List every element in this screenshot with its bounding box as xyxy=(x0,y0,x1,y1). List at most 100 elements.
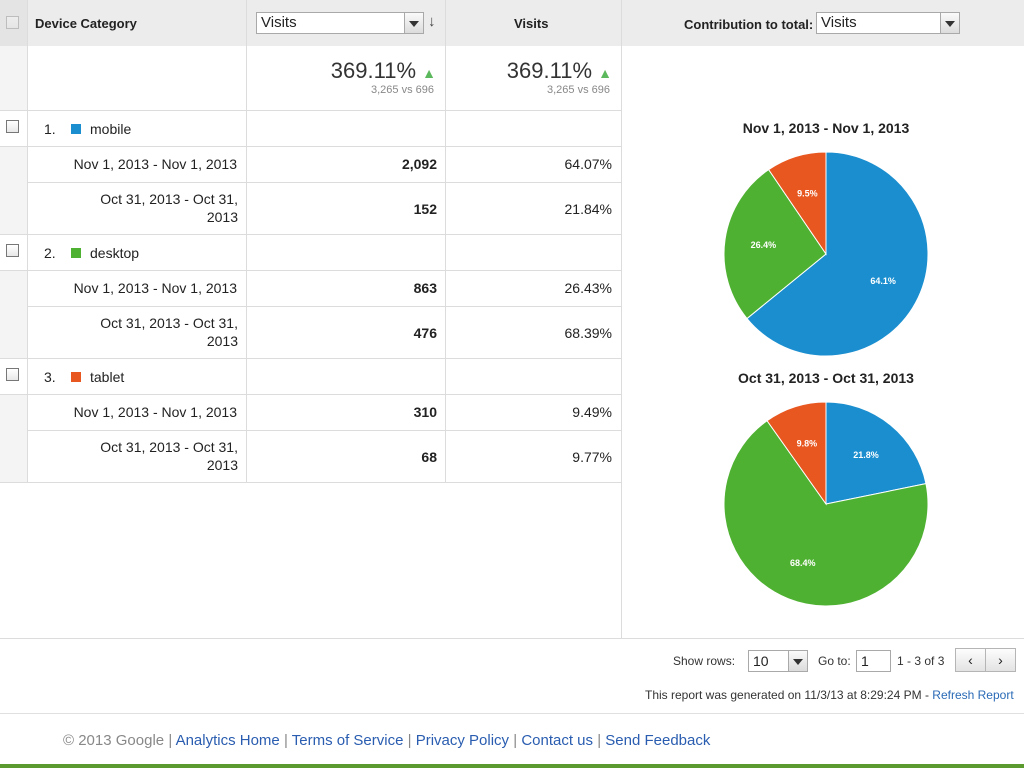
separator: | xyxy=(407,732,412,749)
chevron-down-icon xyxy=(404,13,423,33)
pie-slice-mobile[interactable] xyxy=(825,401,927,505)
analytics-home-link[interactable]: Analytics Home xyxy=(175,732,280,749)
goto-input[interactable]: 1 xyxy=(856,650,891,672)
contribution-metric-value: Visits xyxy=(821,14,857,31)
separator: | xyxy=(168,732,173,749)
row-divider xyxy=(0,482,621,483)
copyright: © 2013 Google xyxy=(63,732,165,749)
grid-line xyxy=(621,0,622,638)
visits-total-change: 369.11% ▲ xyxy=(250,58,436,84)
table-bottom-border xyxy=(0,638,1024,639)
select-all-checkbox[interactable] xyxy=(6,16,19,29)
date-range-line: 2013 xyxy=(206,333,238,349)
show-rows-select[interactable]: 10 xyxy=(748,650,808,672)
sort-arrow-icon[interactable]: ↓ xyxy=(428,13,436,30)
row-divider xyxy=(0,430,621,431)
contribution-value: 9.49% xyxy=(572,404,612,420)
date-range-line: Oct 31, 2013 - Oct 31, xyxy=(100,439,238,455)
category-link-mobile[interactable]: mobile xyxy=(90,121,132,137)
pie-slice-tablet[interactable] xyxy=(767,151,827,256)
date-range-line: 2013 xyxy=(206,209,238,225)
privacy-link[interactable]: Privacy Policy xyxy=(415,732,510,749)
chevron-left-icon: ‹ xyxy=(968,652,973,668)
date-range: Nov 1, 2013 - Nov 1, 2013 xyxy=(73,404,237,420)
category-link-desktop[interactable]: desktop xyxy=(90,245,140,261)
legend-swatch-mobile xyxy=(71,124,81,134)
contribution-value: 26.43% xyxy=(564,280,612,296)
date-range-line: Oct 31, 2013 - Oct 31, xyxy=(100,191,238,207)
subrow-gutter xyxy=(0,395,27,482)
contribution-metric-select[interactable]: Visits xyxy=(816,12,960,34)
pie-slice-mobile[interactable] xyxy=(746,151,929,357)
pie-slice-desktop[interactable] xyxy=(723,168,827,320)
date-range: Oct 31, 2013 - Oct 31, 2013 xyxy=(30,314,238,350)
prev-page-button[interactable]: ‹ xyxy=(955,648,986,672)
row-divider xyxy=(0,306,621,307)
row-divider xyxy=(0,182,621,183)
show-rows-label: Show rows: xyxy=(673,654,736,668)
contact-link[interactable]: Contact us xyxy=(521,732,594,749)
row-number: 1. xyxy=(44,121,56,137)
pie-chart-previous: 21.8% 68.4% 9.8% xyxy=(723,401,929,607)
terms-link[interactable]: Terms of Service xyxy=(291,732,404,749)
contribution-value: 64.07% xyxy=(564,156,612,172)
chevron-down-icon xyxy=(940,13,959,33)
pie-slice-tablet[interactable] xyxy=(766,401,827,506)
contribution-value: 21.84% xyxy=(564,201,612,217)
contribution-total-change: 369.11% ▲ xyxy=(449,58,612,84)
visits-value: 2,092 xyxy=(401,156,437,172)
contribution-value: 9.77% xyxy=(572,449,612,465)
show-rows-value: 10 xyxy=(753,653,769,669)
device-category-header[interactable]: Device Category xyxy=(35,16,137,31)
footer-divider xyxy=(0,713,1024,714)
pie-slice-label: 64.1% xyxy=(870,276,896,286)
visits-value: 476 xyxy=(413,325,437,341)
separator: | xyxy=(513,732,518,749)
footer-links: © 2013 Google | Analytics Home | Terms o… xyxy=(63,732,710,749)
row-number: 3. xyxy=(44,369,56,385)
row-divider xyxy=(0,234,621,235)
visits-column-header[interactable]: Visits xyxy=(514,16,549,31)
up-arrow-icon: ▲ xyxy=(598,65,612,81)
generated-text: This report was generated on 11/3/13 at … xyxy=(645,688,933,702)
row-divider xyxy=(0,270,621,271)
pie-slice-label: 9.5% xyxy=(797,189,818,199)
primary-metric-select[interactable]: Visits xyxy=(256,12,424,34)
subrow-gutter xyxy=(0,147,27,234)
visits-compare: 3,265 vs 696 xyxy=(371,84,434,96)
date-range-line: Oct 31, 2013 - Oct 31, xyxy=(100,315,238,331)
feedback-link[interactable]: Send Feedback xyxy=(605,732,711,749)
category-link-tablet[interactable]: tablet xyxy=(90,369,125,385)
grid-line xyxy=(27,0,28,482)
up-arrow-icon: ▲ xyxy=(422,65,436,81)
row-divider xyxy=(0,358,621,359)
row-checkbox[interactable] xyxy=(6,120,19,133)
contribution-compare: 3,265 vs 696 xyxy=(547,84,610,96)
date-range: Nov 1, 2013 - Nov 1, 2013 xyxy=(73,156,237,172)
pie-slice-label: 68.4% xyxy=(790,558,816,568)
visits-value: 863 xyxy=(413,280,437,296)
grid-line xyxy=(246,0,247,482)
row-divider xyxy=(0,394,621,395)
visits-change-value: 369.11% xyxy=(330,58,417,83)
refresh-report-link[interactable]: Refresh Report xyxy=(932,688,1014,702)
bottom-accent-bar xyxy=(0,764,1024,768)
header-checkbox-col xyxy=(0,0,27,46)
chevron-down-icon xyxy=(788,651,807,671)
pie-slice-label: 26.4% xyxy=(751,240,777,250)
row-checkbox[interactable] xyxy=(6,244,19,257)
pie-chart-title: Nov 1, 2013 - Nov 1, 2013 xyxy=(742,120,910,136)
contribution-label: Contribution to total: xyxy=(684,17,814,32)
pie-slice-desktop[interactable] xyxy=(723,420,929,607)
date-range: Nov 1, 2013 - Nov 1, 2013 xyxy=(73,280,237,296)
date-range: Oct 31, 2013 - Oct 31, 2013 xyxy=(30,438,238,474)
row-checkbox[interactable] xyxy=(6,368,19,381)
generated-note: This report was generated on 11/3/13 at … xyxy=(645,688,1014,702)
date-range-line: 2013 xyxy=(206,457,238,473)
chevron-right-icon: › xyxy=(998,652,1003,668)
next-page-button[interactable]: › xyxy=(985,648,1016,672)
row-divider xyxy=(0,146,621,147)
row-number: 2. xyxy=(44,245,56,261)
visits-value: 152 xyxy=(413,201,437,217)
goto-label: Go to: xyxy=(818,654,851,668)
